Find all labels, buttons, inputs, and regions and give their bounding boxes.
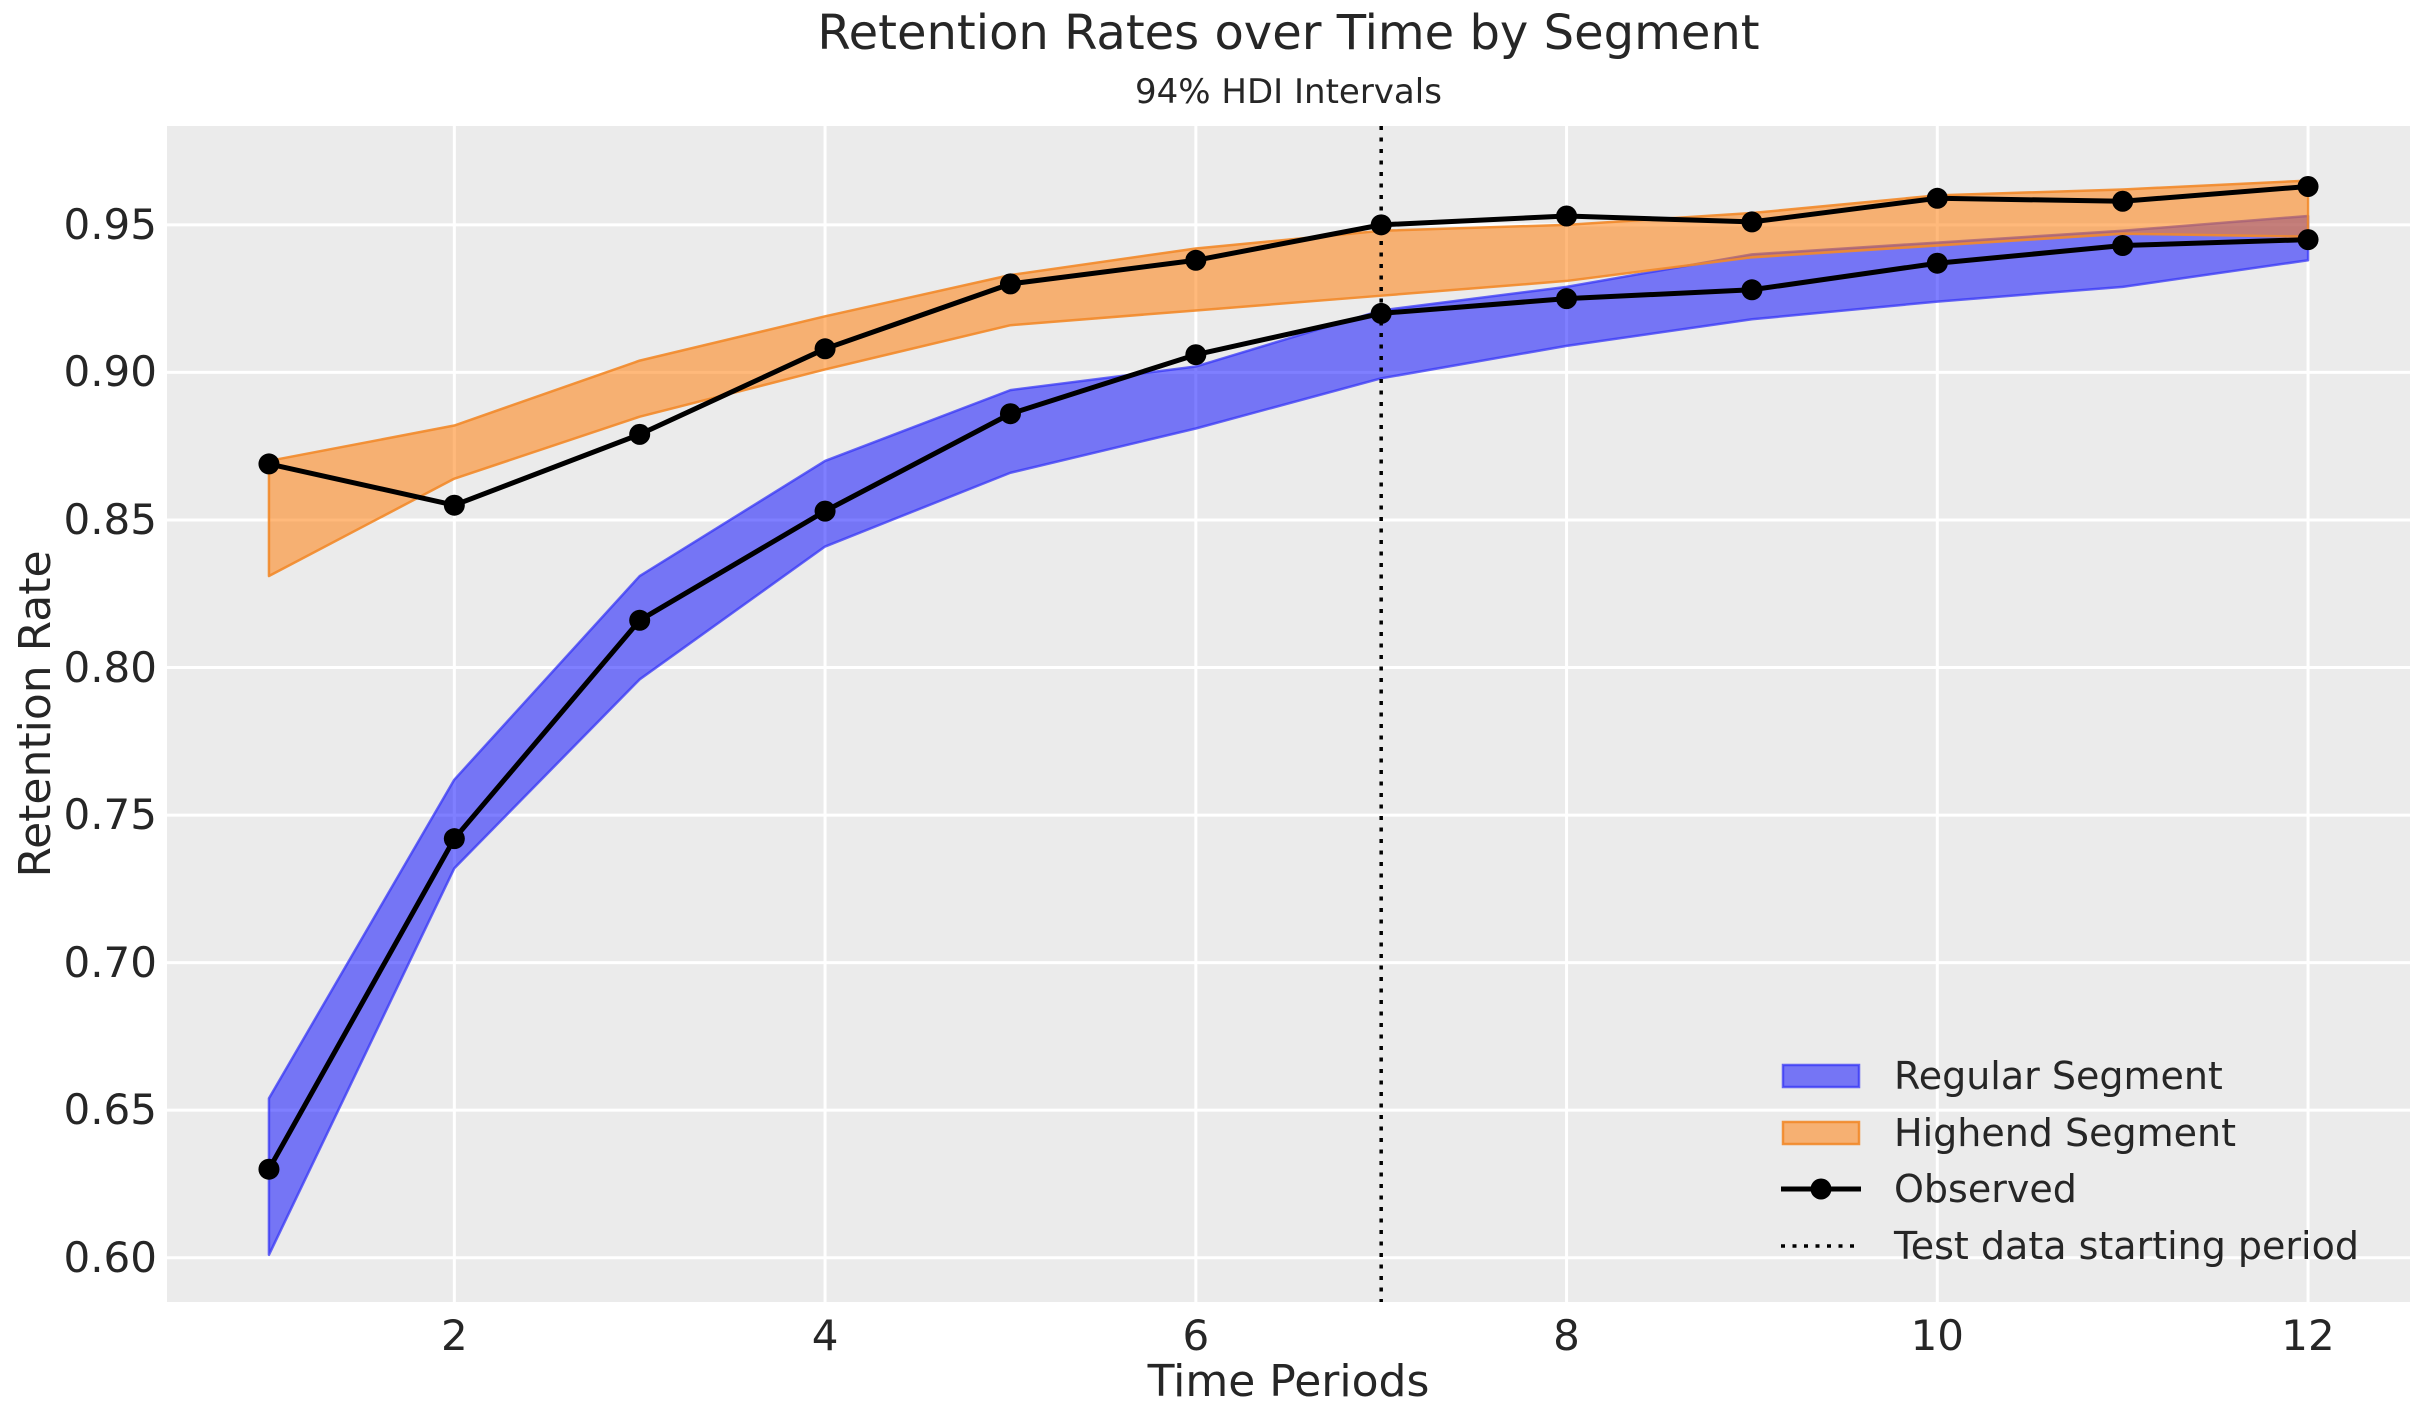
x-tick-label: 10	[1910, 1311, 1965, 1360]
observed-observed-highend-line	[268, 184, 2309, 508]
legend-item-highend-segment: Highend Segment	[1781, 1105, 2359, 1162]
observed-observed-highend-marker	[1370, 214, 1392, 236]
x-tick-label: 8	[1553, 1311, 1580, 1360]
observed-observed-regular-marker	[1185, 344, 1207, 366]
chart-subtitle: 94% HDI Intervals	[1135, 72, 1442, 112]
observed-observed-highend-marker	[1741, 211, 1763, 233]
legend-marker	[1810, 1178, 1832, 1200]
observed-observed-highend-marker	[814, 338, 836, 360]
observed-observed-highend-marker	[2112, 190, 2134, 212]
observed-observed-regular-marker	[1741, 279, 1763, 301]
x-tick-label: 4	[811, 1311, 839, 1360]
x-tick-label: 2	[440, 1311, 468, 1360]
y-tick-label: 0.65	[63, 1085, 157, 1135]
observed-observed-regular-marker	[1370, 302, 1392, 324]
observed-observed-regular-marker	[1556, 288, 1578, 310]
regular-hdi-band	[267, 214, 2310, 1257]
y-tick-label: 0.90	[63, 347, 157, 397]
x-axis-label: Time Periods	[1147, 1356, 1430, 1407]
chart-title: Retention Rates over Time by Segment	[817, 5, 1760, 61]
y-tick-label: 0.85	[63, 494, 157, 544]
x-tick-label: 6	[1182, 1311, 1210, 1360]
observed-observed-regular-marker	[443, 828, 465, 850]
regular-segment-swatch-icon	[1781, 1064, 1861, 1089]
y-tick-label: 0.60	[63, 1232, 157, 1282]
observed-observed-regular-marker	[814, 500, 836, 522]
observed-observed-highend-marker	[629, 423, 651, 445]
observed-observed-regular-marker	[999, 403, 1021, 425]
observed-observed-regular-marker	[1926, 252, 1948, 274]
observed-observed-regular-marker	[629, 609, 651, 631]
y-tick-label: 0.80	[63, 642, 157, 692]
x-tick-label: 12	[2281, 1311, 2335, 1360]
observed-observed-regular-marker	[2297, 229, 2319, 251]
legend-label: Test data starting period	[1894, 1224, 2359, 1269]
legend-item-test-period: Test data starting period	[1781, 1218, 2359, 1275]
observed-observed-highend-marker	[443, 494, 465, 516]
observed-line-swatch-icon	[1781, 1178, 1861, 1200]
y-tick-label: 0.95	[63, 199, 157, 249]
observed-observed-regular-marker	[2112, 235, 2134, 257]
legend-label: Highend Segment	[1894, 1110, 2236, 1155]
observed-observed-highend-marker	[1556, 205, 1578, 227]
y-tick-label: 0.75	[63, 790, 157, 840]
test-period-dotted-swatch-icon	[1781, 1244, 1861, 1248]
observed-observed-highend-marker	[2297, 175, 2319, 197]
y-tick-label: 0.70	[63, 937, 157, 987]
legend-label: Observed	[1894, 1167, 2077, 1212]
legend-item-regular-segment: Regular Segment	[1781, 1048, 2359, 1105]
observed-observed-regular-marker	[258, 1158, 280, 1180]
observed-observed-highend-marker	[258, 453, 280, 475]
observed-observed-highend-marker	[999, 273, 1021, 295]
legend-patch	[1781, 1064, 1861, 1089]
legend-item-observed: Observed	[1781, 1161, 2359, 1218]
legend-label: Regular Segment	[1894, 1054, 2223, 1099]
observed-observed-regular-line	[266, 237, 2309, 1171]
highend-segment-swatch-icon	[1781, 1120, 1861, 1146]
observed-observed-highend-marker	[1926, 187, 1948, 209]
legend-patch	[1781, 1120, 1861, 1146]
observed-observed-highend-marker	[1185, 249, 1207, 271]
legend: Regular Segment Highend Segment Observed…	[1781, 1048, 2359, 1274]
